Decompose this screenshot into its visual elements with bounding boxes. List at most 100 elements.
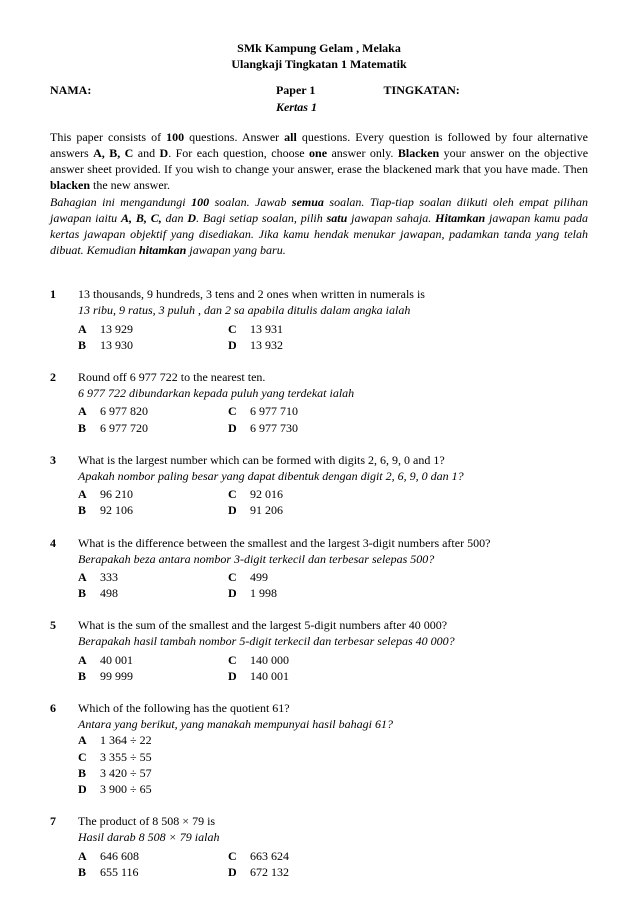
question-number: 6 bbox=[50, 700, 78, 797]
paper-ms: Kertas 1 bbox=[276, 99, 384, 115]
option-letter: D bbox=[228, 337, 250, 353]
option: D1 998 bbox=[228, 585, 378, 601]
option: C92 016 bbox=[228, 486, 378, 502]
question-block: 6Which of the following has the quotient… bbox=[50, 700, 588, 797]
question-body: What is the difference between the small… bbox=[78, 535, 588, 602]
option-text: 140 001 bbox=[250, 668, 378, 684]
question-text-ms: Apakah nombor paling besar yang dapat di… bbox=[78, 468, 588, 484]
option-letter: B bbox=[78, 765, 100, 781]
question-body: Round off 6 977 722 to the nearest ten. 6… bbox=[78, 369, 588, 436]
option: D91 206 bbox=[228, 502, 378, 518]
option: C499 bbox=[228, 569, 378, 585]
paper-en: Paper 1 bbox=[276, 82, 384, 98]
exam-subtitle: Ulangkaji Tingkatan 1 Matematik bbox=[50, 56, 588, 72]
instructions-en: This paper consists of 100 questions. An… bbox=[50, 129, 588, 194]
question-body: What is the largest number which can be … bbox=[78, 452, 588, 519]
option: D13 932 bbox=[228, 337, 378, 353]
option-text: 96 210 bbox=[100, 486, 228, 502]
option-letter: D bbox=[228, 668, 250, 684]
option: B498 bbox=[78, 585, 228, 601]
option-letter: C bbox=[228, 486, 250, 502]
option-text: 498 bbox=[100, 585, 228, 601]
question-text-ms: Berapakah hasil tambah nombor 5-digit te… bbox=[78, 633, 588, 649]
option-text: 6 977 820 bbox=[100, 403, 228, 419]
option-letter: A bbox=[78, 569, 100, 585]
option-text: 6 977 720 bbox=[100, 420, 228, 436]
instructions-ms: Bahagian ini mengandungi 100 soalan. Jaw… bbox=[50, 194, 588, 259]
option-letter: B bbox=[78, 585, 100, 601]
option: A333 bbox=[78, 569, 228, 585]
option-letter: D bbox=[228, 585, 250, 601]
option-text: 99 999 bbox=[100, 668, 228, 684]
question-number: 3 bbox=[50, 452, 78, 519]
option-letter: A bbox=[78, 652, 100, 668]
option-letter: C bbox=[228, 569, 250, 585]
option-text: 92 106 bbox=[100, 502, 228, 518]
option: A40 001 bbox=[78, 652, 228, 668]
option-letter: C bbox=[78, 749, 100, 765]
question-block: 113 thousands, 9 hundreds, 3 tens and 2 … bbox=[50, 286, 588, 353]
option-letter: D bbox=[228, 864, 250, 880]
option: A1 364 ÷ 22 bbox=[78, 732, 588, 748]
option-text: 40 001 bbox=[100, 652, 228, 668]
options-row: A13 929B13 930C13 931D13 932 bbox=[78, 321, 588, 353]
option: B3 420 ÷ 57 bbox=[78, 765, 588, 781]
option-letter: B bbox=[78, 668, 100, 684]
question-body: Which of the following has the quotient … bbox=[78, 700, 588, 797]
option: B92 106 bbox=[78, 502, 228, 518]
options-row: A96 210B92 106C92 016D91 206 bbox=[78, 486, 588, 518]
question-block: 5What is the sum of the smallest and the… bbox=[50, 617, 588, 684]
option-letter: B bbox=[78, 502, 100, 518]
option-text: 13 932 bbox=[250, 337, 378, 353]
option-text: 13 929 bbox=[100, 321, 228, 337]
option: C140 000 bbox=[228, 652, 378, 668]
option: B99 999 bbox=[78, 668, 228, 684]
tingkatan-label: TINGKATAN: bbox=[384, 82, 588, 98]
question-body: What is the sum of the smallest and the … bbox=[78, 617, 588, 684]
option-letter: B bbox=[78, 420, 100, 436]
option: B13 930 bbox=[78, 337, 228, 353]
option-text: 333 bbox=[100, 569, 228, 585]
question-number: 5 bbox=[50, 617, 78, 684]
question-text-en: 13 thousands, 9 hundreds, 3 tens and 2 o… bbox=[78, 286, 588, 302]
option-text: 13 931 bbox=[250, 321, 378, 337]
option-letter: A bbox=[78, 486, 100, 502]
question-text-en: The product of 8 508 × 79 is bbox=[78, 813, 588, 829]
option: D140 001 bbox=[228, 668, 378, 684]
question-text-en: What is the difference between the small… bbox=[78, 535, 588, 551]
option-letter: A bbox=[78, 848, 100, 864]
option: A13 929 bbox=[78, 321, 228, 337]
option-text: 499 bbox=[250, 569, 378, 585]
question-number: 7 bbox=[50, 813, 78, 880]
option-text: 655 116 bbox=[100, 864, 228, 880]
question-text-ms: Antara yang berikut, yang manakah mempun… bbox=[78, 716, 588, 732]
option-text: 646 608 bbox=[100, 848, 228, 864]
question-block: 3What is the largest number which can be… bbox=[50, 452, 588, 519]
question-text-en: Round off 6 977 722 to the nearest ten. bbox=[78, 369, 588, 385]
question-text-ms: 13 ribu, 9 ratus, 3 puluh , dan 2 sa apa… bbox=[78, 302, 588, 318]
options-row: A646 608B655 116C663 624D672 132 bbox=[78, 848, 588, 880]
school-name: SMk Kampung Gelam , Melaka bbox=[50, 40, 588, 56]
question-number: 1 bbox=[50, 286, 78, 353]
header-row: NAMA: Paper 1 Kertas 1 TINGKATAN: bbox=[50, 82, 588, 114]
option-letter: A bbox=[78, 403, 100, 419]
option: C13 931 bbox=[228, 321, 378, 337]
question-block: 2Round off 6 977 722 to the nearest ten.… bbox=[50, 369, 588, 436]
option-text: 3 420 ÷ 57 bbox=[100, 765, 588, 781]
option-letter: C bbox=[228, 321, 250, 337]
option: C3 355 ÷ 55 bbox=[78, 749, 588, 765]
option: B6 977 720 bbox=[78, 420, 228, 436]
questions-container: 113 thousands, 9 hundreds, 3 tens and 2 … bbox=[50, 286, 588, 880]
option-letter: B bbox=[78, 337, 100, 353]
option: A6 977 820 bbox=[78, 403, 228, 419]
option: C6 977 710 bbox=[228, 403, 378, 419]
option-letter: D bbox=[228, 502, 250, 518]
question-text-en: What is the largest number which can be … bbox=[78, 452, 588, 468]
option-letter: A bbox=[78, 732, 100, 748]
option-text: 3 355 ÷ 55 bbox=[100, 749, 588, 765]
option-letter: C bbox=[228, 403, 250, 419]
option-text: 91 206 bbox=[250, 502, 378, 518]
question-number: 2 bbox=[50, 369, 78, 436]
option-letter: A bbox=[78, 321, 100, 337]
option-text: 6 977 730 bbox=[250, 420, 378, 436]
